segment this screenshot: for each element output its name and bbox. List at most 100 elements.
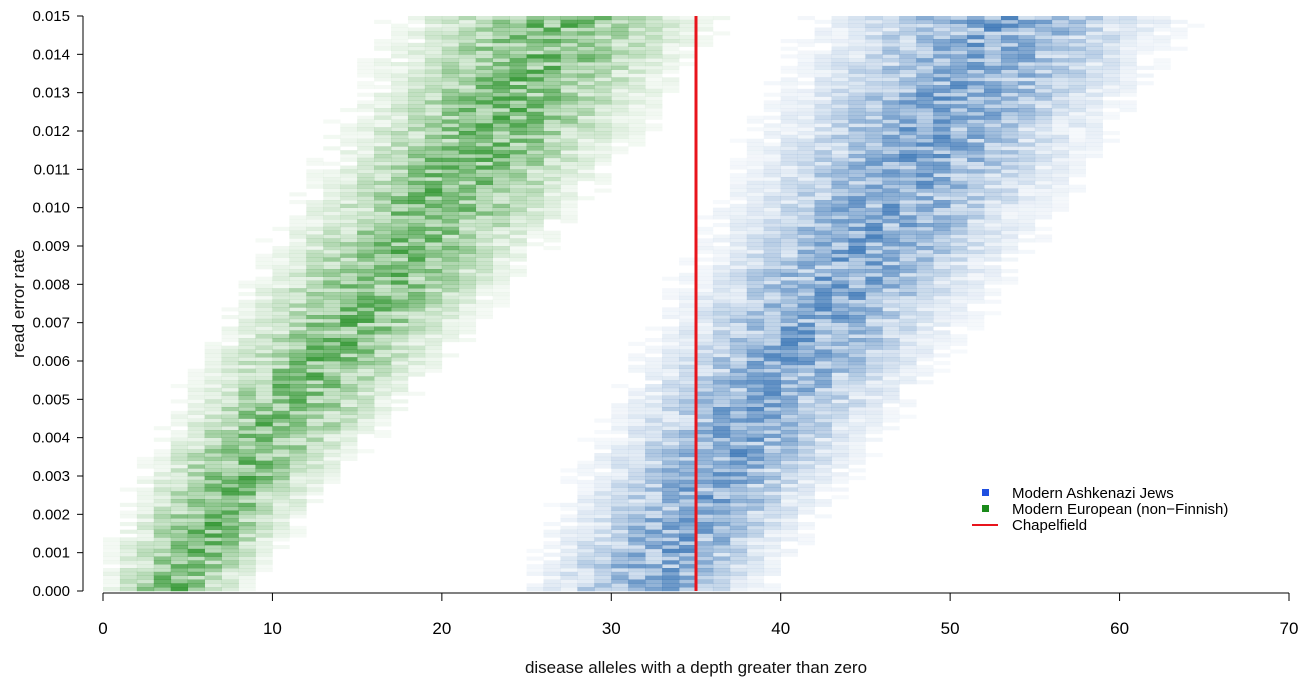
european-density-cell: [289, 499, 307, 504]
ashkenazi-density-cell: [729, 269, 748, 274]
european-density-cell: [374, 96, 392, 101]
european-density-cell: [272, 361, 290, 366]
european-density-cell: [391, 265, 409, 270]
european-density-cell: [424, 345, 443, 350]
ashkenazi-density-cell: [628, 522, 646, 527]
ashkenazi-density-cell: [645, 564, 663, 569]
ashkenazi-density-cell: [848, 376, 866, 381]
ashkenazi-density-cell: [577, 564, 595, 569]
european-density-cell: [391, 62, 409, 67]
european-density-cell: [289, 357, 307, 362]
european-density-cell: [424, 138, 443, 143]
ashkenazi-density-cell: [696, 322, 714, 327]
european-density-cell: [289, 345, 307, 350]
european-density-cell: [119, 522, 138, 527]
ashkenazi-density-cell: [882, 62, 900, 67]
european-density-cell: [204, 384, 222, 389]
ashkenazi-density-cell: [1153, 46, 1171, 51]
ashkenazi-density-cell: [645, 545, 663, 550]
ashkenazi-density-cell: [967, 119, 985, 124]
european-density-cell: [357, 242, 375, 247]
ashkenazi-density-cell: [797, 127, 815, 132]
ashkenazi-density-cell: [1068, 100, 1086, 105]
european-density-cell: [170, 472, 189, 477]
ashkenazi-density-cell: [780, 215, 798, 220]
european-density-cell: [543, 115, 561, 120]
european-density-cell: [187, 525, 205, 530]
european-density-cell: [306, 234, 324, 239]
european-density-cell: [374, 307, 392, 312]
ashkenazi-density-cell: [916, 19, 934, 24]
ashkenazi-density-cell: [1034, 234, 1053, 239]
european-density-cell: [696, 27, 714, 32]
ashkenazi-density-cell: [1102, 85, 1120, 90]
ashkenazi-density-cell: [729, 196, 748, 201]
european-density-cell: [238, 345, 256, 350]
european-density-cell: [187, 449, 205, 454]
ashkenazi-density-cell: [1017, 46, 1036, 51]
european-density-cell: [357, 276, 375, 281]
ashkenazi-density-cell: [1085, 142, 1103, 147]
ashkenazi-density-cell: [712, 422, 731, 427]
ashkenazi-density-cell: [679, 579, 697, 584]
ashkenazi-density-cell: [729, 184, 748, 189]
european-density-cell: [441, 338, 460, 343]
ashkenazi-density-cell: [1051, 131, 1070, 136]
european-density-cell: [441, 85, 460, 90]
ashkenazi-density-cell: [1000, 35, 1019, 40]
ashkenazi-density-cell: [729, 138, 748, 143]
ashkenazi-density-cell: [696, 479, 714, 484]
ashkenazi-density-cell: [746, 169, 765, 174]
european-density-cell: [340, 414, 358, 419]
ashkenazi-density-cell: [865, 211, 883, 216]
european-density-cell: [289, 410, 307, 415]
european-density-cell: [357, 303, 375, 308]
ashkenazi-density-cell: [679, 407, 697, 412]
ashkenazi-density-cell: [814, 154, 832, 159]
ashkenazi-density-cell: [1017, 50, 1036, 55]
ashkenazi-density-cell: [628, 426, 646, 431]
european-density-cell: [407, 391, 426, 396]
ashkenazi-density-cell: [814, 65, 832, 70]
european-density-cell: [577, 154, 595, 159]
european-density-cell: [526, 50, 544, 55]
ashkenazi-density-cell: [967, 100, 985, 105]
ashkenazi-density-cell: [763, 173, 782, 178]
ashkenazi-density-cell: [865, 16, 883, 21]
ashkenazi-density-cell: [746, 387, 765, 392]
european-density-cell: [407, 54, 426, 59]
ashkenazi-density-cell: [1068, 142, 1086, 147]
ashkenazi-density-cell: [865, 62, 883, 67]
european-density-cell: [594, 154, 612, 159]
european-density-cell: [492, 111, 510, 116]
ashkenazi-density-cell: [984, 207, 1002, 212]
european-density-cell: [645, 27, 663, 32]
ashkenazi-density-cell: [865, 31, 883, 36]
european-density-cell: [340, 173, 358, 178]
european-density-cell: [628, 54, 646, 59]
european-density-cell: [526, 138, 544, 143]
ashkenazi-density-cell: [933, 353, 951, 358]
ashkenazi-density-cell: [763, 510, 782, 515]
ashkenazi-density-cell: [662, 453, 680, 458]
ashkenazi-density-cell: [1051, 69, 1070, 74]
ashkenazi-density-cell: [814, 295, 832, 300]
ashkenazi-density-cell: [950, 284, 968, 289]
european-density-cell: [272, 357, 290, 362]
ashkenazi-density-cell: [814, 460, 832, 465]
european-density-cell: [458, 223, 477, 228]
ashkenazi-density-cell: [1068, 157, 1086, 162]
ashkenazi-density-cell: [696, 318, 714, 323]
ashkenazi-density-cell: [662, 476, 680, 481]
ashkenazi-density-cell: [645, 433, 663, 438]
european-density-cell: [221, 330, 239, 335]
european-density-cell: [407, 234, 426, 239]
ashkenazi-density-cell: [679, 445, 697, 450]
european-density-cell: [628, 62, 646, 67]
european-density-cell: [543, 108, 561, 113]
ashkenazi-density-cell: [645, 537, 663, 542]
ashkenazi-density-cell: [780, 242, 798, 247]
european-density-cell: [407, 364, 426, 369]
european-density-cell: [458, 242, 477, 247]
european-density-cell: [357, 157, 375, 162]
